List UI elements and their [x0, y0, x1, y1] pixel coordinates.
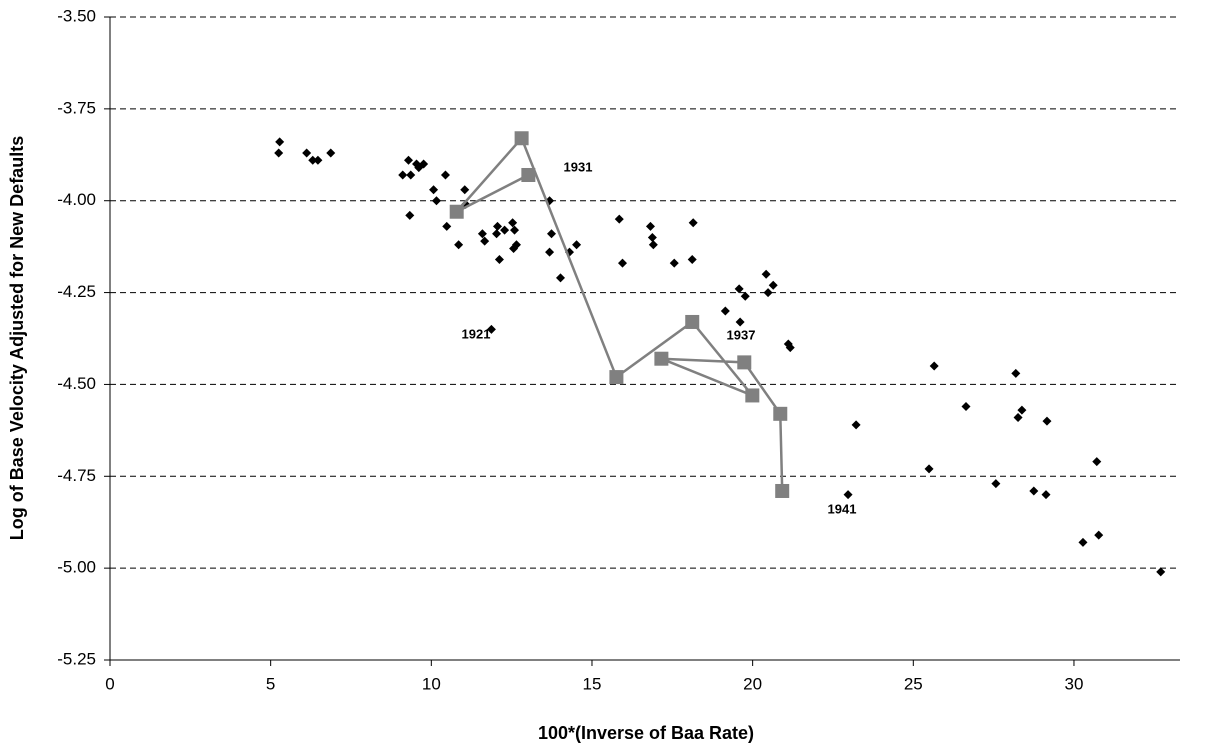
x-tick-label: 0	[105, 674, 114, 693]
point	[440, 170, 450, 180]
annotation: 1937	[727, 327, 756, 342]
point	[275, 137, 285, 147]
point	[737, 355, 752, 370]
point	[431, 196, 441, 206]
point	[924, 464, 934, 474]
x-axis-title: 100*(Inverse of Baa Rate)	[538, 723, 754, 743]
point	[404, 155, 414, 165]
point	[614, 214, 624, 224]
point	[768, 280, 778, 290]
y-tick-label: -4.00	[57, 190, 96, 209]
point	[685, 314, 700, 329]
y-tick-label: -5.25	[57, 649, 96, 668]
point	[494, 255, 504, 265]
point	[414, 163, 424, 173]
point	[761, 269, 771, 279]
point	[509, 243, 519, 253]
x-tick-label: 15	[583, 674, 602, 693]
point	[1092, 457, 1102, 467]
point	[442, 221, 452, 231]
point	[326, 148, 336, 158]
point	[460, 185, 470, 195]
point	[740, 291, 750, 301]
point	[480, 236, 490, 246]
y-tick-label: -4.50	[57, 374, 96, 393]
point	[500, 225, 510, 235]
point	[1094, 530, 1104, 540]
y-axis-title: Log of Base Velocity Adjusted for New De…	[7, 136, 27, 540]
point	[609, 370, 624, 385]
point	[493, 221, 503, 231]
series-line	[455, 135, 784, 492]
annotation: 1931	[564, 159, 593, 174]
point	[546, 229, 556, 239]
point	[308, 155, 318, 165]
point	[454, 240, 464, 250]
point	[477, 229, 487, 239]
y-tick-label: -4.75	[57, 466, 96, 485]
point	[775, 483, 790, 498]
point	[274, 148, 284, 158]
point	[486, 324, 496, 334]
point	[449, 204, 464, 219]
point	[313, 155, 323, 165]
point	[961, 401, 971, 411]
x-tick-label: 30	[1065, 674, 1084, 693]
point	[429, 185, 439, 195]
point	[508, 218, 518, 228]
point	[521, 167, 536, 182]
point	[645, 221, 655, 231]
point	[545, 247, 555, 257]
point	[745, 388, 760, 403]
point	[492, 229, 502, 239]
point	[929, 361, 939, 371]
point	[720, 306, 730, 316]
point	[510, 225, 520, 235]
point	[735, 317, 745, 327]
point	[514, 131, 529, 146]
x-tick-label: 10	[422, 674, 441, 693]
point	[1078, 537, 1088, 547]
point	[1013, 412, 1023, 422]
point	[734, 284, 744, 294]
point	[851, 420, 861, 430]
point	[1017, 405, 1027, 415]
x-tick-label: 5	[266, 674, 275, 693]
point	[1042, 416, 1052, 426]
annotation: 1921	[462, 326, 491, 341]
point	[1041, 490, 1051, 500]
point	[1011, 368, 1021, 378]
point	[572, 240, 582, 250]
point	[843, 490, 853, 500]
y-tick-label: -3.75	[57, 98, 96, 117]
point	[688, 218, 698, 228]
point	[1156, 567, 1166, 577]
x-tick-label: 25	[904, 674, 923, 693]
point	[555, 273, 565, 283]
annotation: 1941	[828, 501, 857, 516]
point	[669, 258, 679, 268]
point	[991, 479, 1001, 489]
y-tick-label: -5.00	[57, 558, 96, 577]
y-tick-label: -4.25	[57, 282, 96, 301]
point	[785, 343, 795, 353]
point	[398, 170, 408, 180]
point	[654, 351, 669, 366]
point	[302, 148, 312, 158]
point	[648, 240, 658, 250]
point	[687, 255, 697, 265]
point	[406, 170, 416, 180]
y-tick-label: -3.50	[57, 6, 96, 25]
point	[773, 406, 788, 421]
point	[763, 288, 773, 298]
point	[618, 258, 628, 268]
point	[647, 232, 657, 242]
x-tick-label: 20	[743, 674, 762, 693]
point	[405, 210, 415, 220]
point	[1029, 486, 1039, 496]
